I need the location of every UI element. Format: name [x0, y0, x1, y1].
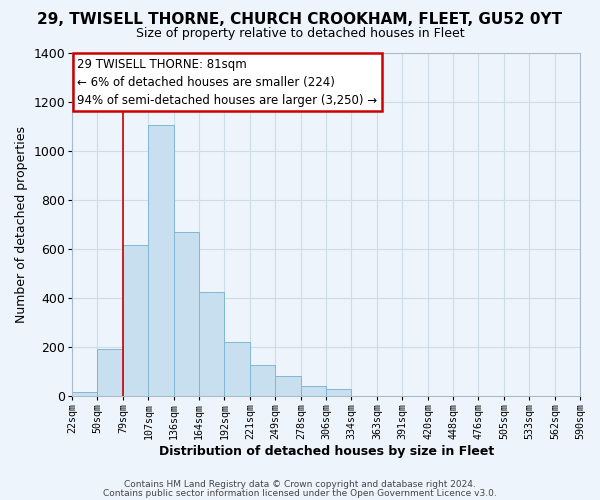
- Bar: [124, 245, 148, 396]
- Bar: [224, 342, 250, 396]
- Bar: [326, 388, 351, 396]
- Bar: [148, 125, 174, 396]
- Bar: [301, 386, 326, 396]
- Bar: [73, 392, 97, 396]
- Text: 29, TWISELL THORNE, CHURCH CROOKHAM, FLEET, GU52 0YT: 29, TWISELL THORNE, CHURCH CROOKHAM, FLE…: [37, 12, 563, 28]
- Y-axis label: Number of detached properties: Number of detached properties: [15, 126, 28, 323]
- Text: Size of property relative to detached houses in Fleet: Size of property relative to detached ho…: [136, 28, 464, 40]
- Bar: [174, 232, 199, 396]
- Text: Contains public sector information licensed under the Open Government Licence v3: Contains public sector information licen…: [103, 488, 497, 498]
- X-axis label: Distribution of detached houses by size in Fleet: Distribution of detached houses by size …: [158, 444, 494, 458]
- Bar: [199, 292, 224, 396]
- Bar: [275, 376, 301, 396]
- Text: 29 TWISELL THORNE: 81sqm
← 6% of detached houses are smaller (224)
94% of semi-d: 29 TWISELL THORNE: 81sqm ← 6% of detache…: [77, 58, 377, 106]
- Bar: [97, 350, 124, 396]
- Text: Contains HM Land Registry data © Crown copyright and database right 2024.: Contains HM Land Registry data © Crown c…: [124, 480, 476, 489]
- Bar: [250, 366, 275, 396]
